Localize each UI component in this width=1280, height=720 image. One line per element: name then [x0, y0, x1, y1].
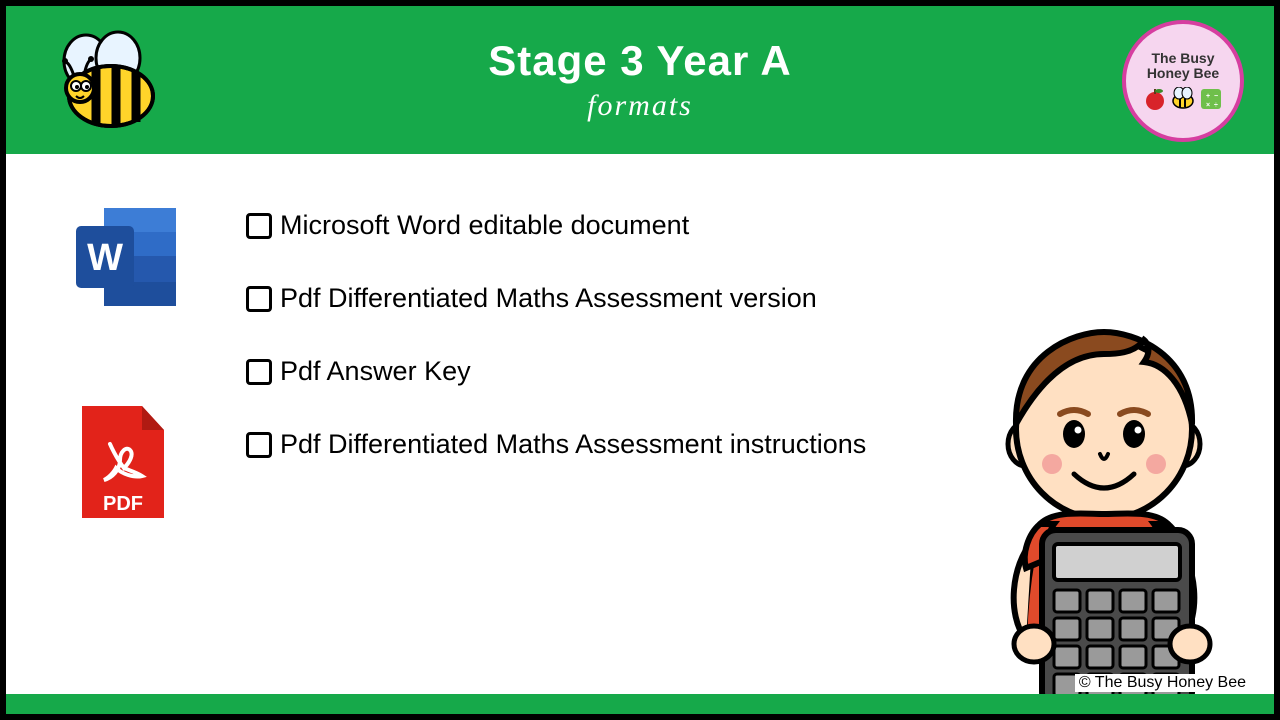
child-calculator-illustration [954, 314, 1254, 694]
copyright-text: © The Busy Honey Bee [1075, 674, 1250, 692]
svg-text:+: + [1206, 93, 1210, 100]
small-bee-icon [1170, 87, 1196, 111]
checkbox-icon [246, 359, 272, 385]
pdf-icon: PDF [72, 402, 172, 522]
calc-mini-icon: + − × ÷ [1200, 88, 1222, 110]
word-letter: W [87, 237, 123, 279]
checkbox-icon [246, 432, 272, 458]
item-label: Microsoft Word editable document [280, 210, 689, 241]
list-item: Microsoft Word editable document [246, 210, 1204, 241]
page-title: Stage 3 Year A [488, 37, 792, 85]
brand-logo: The Busy Honey Bee + − [1122, 20, 1244, 142]
logo-text-2: Honey Bee [1147, 66, 1219, 81]
svg-text:÷: ÷ [1214, 102, 1218, 109]
page-subtitle: formats [587, 89, 693, 123]
item-label: Pdf Differentiated Maths Assessment inst… [280, 429, 866, 460]
apple-icon [1144, 87, 1166, 111]
item-label: Pdf Differentiated Maths Assessment vers… [280, 283, 817, 314]
svg-text:−: − [1214, 93, 1218, 100]
svg-text:×: × [1206, 102, 1210, 109]
header-banner: Stage 3 Year A formats The Busy Honey Be… [6, 6, 1274, 154]
item-label: Pdf Answer Key [280, 356, 471, 387]
checkbox-icon [246, 286, 272, 312]
footer-bar [6, 694, 1274, 714]
word-icon: W [72, 202, 182, 312]
logo-text-1: The Busy [1151, 51, 1214, 66]
list-item: Pdf Differentiated Maths Assessment vers… [246, 283, 1204, 314]
pdf-label: PDF [103, 493, 143, 515]
checkbox-icon [246, 213, 272, 239]
content-area: W PDF Microsoft Word editable document P… [6, 154, 1274, 694]
bee-icon [46, 26, 176, 136]
